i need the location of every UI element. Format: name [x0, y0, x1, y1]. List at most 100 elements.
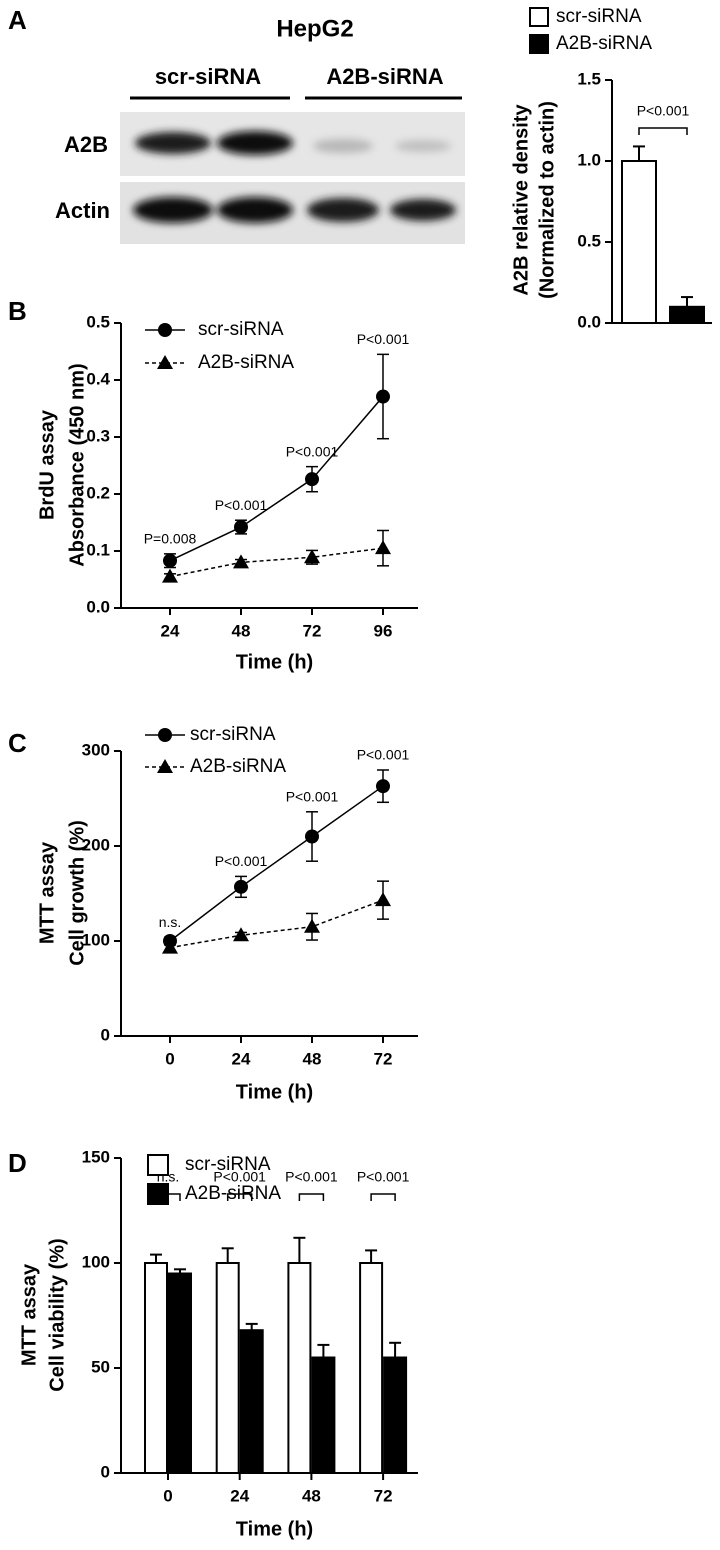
- x-tick-label: 24: [232, 1049, 251, 1068]
- bar: [287, 1262, 312, 1474]
- marker: [233, 927, 249, 942]
- annotation: P<0.001: [286, 789, 339, 805]
- legend-label: A2B-siRNA: [556, 33, 652, 54]
- bar: [215, 1262, 240, 1474]
- x-tick-label: 72: [303, 621, 322, 640]
- marker: [304, 918, 320, 933]
- bar: [669, 305, 705, 324]
- marker: [162, 939, 178, 954]
- marker: [305, 829, 319, 844]
- significance-bracket: [370, 1193, 396, 1201]
- legend-swatch: [147, 1154, 169, 1176]
- legend-marker: [158, 323, 172, 337]
- bar: [168, 1272, 192, 1474]
- y-tick-label: 200: [82, 835, 110, 854]
- x-tick-label: 48: [303, 1049, 322, 1068]
- row-label: Actin: [55, 198, 110, 223]
- annotation: n.s.: [159, 914, 182, 930]
- y-tick-label: 0: [101, 1462, 110, 1481]
- legend-swatch: [529, 34, 549, 54]
- marker: [304, 549, 320, 564]
- y-tick-label: 1.5: [577, 69, 601, 88]
- x-axis-label: Time (h): [236, 1081, 313, 1103]
- y-tick-label: 300: [82, 740, 110, 759]
- y-axis-label: (Normalized to actin): [536, 101, 558, 299]
- bar: [621, 160, 657, 324]
- legend-marker: [157, 355, 173, 369]
- line: [169, 785, 384, 942]
- marker: [162, 568, 178, 583]
- y-tick-label: 0.2: [86, 483, 110, 502]
- y-axis-label: MTT assay: [18, 1263, 40, 1366]
- y-axis-label: MTT assay: [36, 841, 58, 944]
- y-tick-label: 0.3: [86, 426, 110, 445]
- bar: [239, 1329, 264, 1474]
- x-tick-label: 0: [165, 1049, 174, 1068]
- annotation: P<0.001: [286, 443, 339, 459]
- legend-label: A2B-siRNA: [198, 352, 294, 373]
- annotation: P<0.001: [285, 1169, 338, 1185]
- x-tick-label: 72: [374, 1049, 393, 1068]
- marker: [163, 553, 177, 568]
- annotation: P<0.001: [213, 1169, 266, 1185]
- line: [169, 396, 384, 562]
- marker: [375, 892, 391, 907]
- y-axis-label: Cell growth (%): [66, 820, 88, 966]
- significance-bracket: [155, 1193, 181, 1201]
- annotation: P<0.001: [357, 747, 410, 763]
- bar: [359, 1262, 384, 1474]
- marker: [375, 540, 391, 555]
- x-tick-label: 72: [374, 1486, 393, 1505]
- marker: [234, 879, 248, 894]
- x-tick-label: 96: [374, 621, 393, 640]
- y-tick-label: 0.1: [86, 540, 110, 559]
- bar: [144, 1262, 168, 1474]
- x-tick-label: 24: [230, 1486, 249, 1505]
- legend-marker: [157, 759, 173, 773]
- y-tick-label: 100: [82, 1252, 110, 1271]
- marker: [234, 520, 248, 535]
- x-tick-label: 0: [163, 1486, 172, 1505]
- x-tick-label: 24: [161, 621, 180, 640]
- x-axis-label: Time (h): [236, 1518, 313, 1540]
- panel-letter: A: [8, 5, 27, 35]
- y-tick-label: 1.0: [577, 150, 601, 169]
- y-tick-label: 0.5: [86, 312, 110, 331]
- legend-label: scr-siRNA: [190, 724, 276, 745]
- significance-bracket: [298, 1193, 325, 1201]
- legend-label: A2B-siRNA: [190, 756, 286, 777]
- annotation: P=0.008: [144, 531, 197, 547]
- y-tick-label: 50: [91, 1357, 110, 1376]
- annotation: P<0.001: [215, 497, 268, 513]
- line: [169, 547, 384, 578]
- annotation: P<0.001: [357, 331, 410, 347]
- y-axis-label: A2B relative density: [510, 104, 532, 296]
- y-tick-label: 0.5: [577, 231, 601, 250]
- panel-letter: D: [8, 1148, 27, 1178]
- annotation: n.s.: [157, 1169, 180, 1185]
- lane-label: A2B-siRNA: [326, 64, 443, 89]
- marker: [376, 779, 390, 794]
- y-tick-label: 0: [101, 1025, 110, 1044]
- blot-title: HepG2: [276, 15, 353, 42]
- y-axis-label: Cell viability (%): [46, 1238, 68, 1391]
- y-tick-label: 150: [82, 1147, 110, 1166]
- marker: [233, 554, 249, 569]
- y-tick-label: 0.0: [577, 312, 601, 331]
- y-tick-label: 100: [82, 930, 110, 949]
- x-axis-label: Time (h): [236, 651, 313, 673]
- annotation: P<0.001: [357, 1169, 410, 1185]
- legend-marker: [158, 728, 172, 742]
- y-tick-label: 0.4: [86, 369, 110, 388]
- panel-letter: B: [8, 296, 27, 326]
- annotation: P<0.001: [215, 853, 268, 869]
- significance-bracket: [638, 127, 688, 135]
- annotation: P<0.001: [637, 103, 690, 119]
- significance-bracket: [226, 1193, 253, 1201]
- y-tick-label: 0.0: [86, 597, 110, 616]
- y-axis-label: BrdU assay: [36, 409, 58, 520]
- panel-letter: C: [8, 728, 27, 758]
- blot-image: [120, 112, 465, 244]
